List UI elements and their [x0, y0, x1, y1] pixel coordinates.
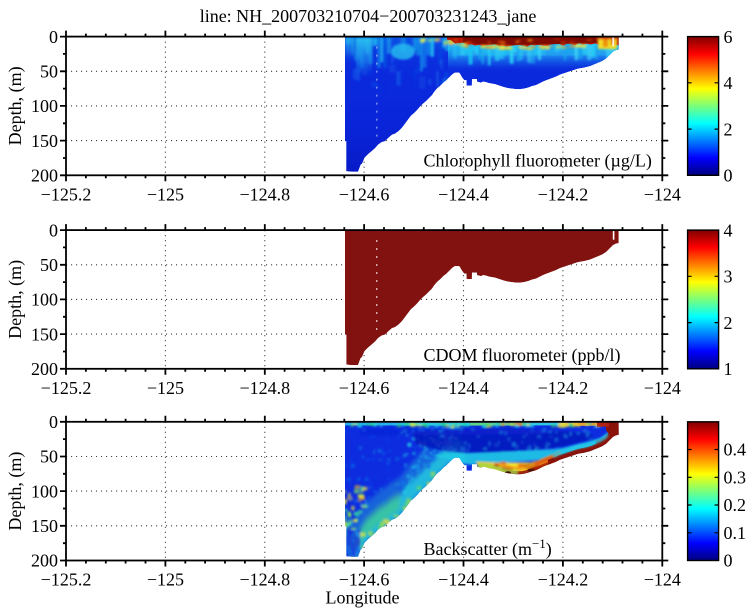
svg-text:200: 200	[31, 359, 58, 379]
svg-text:−124.2: −124.2	[538, 184, 589, 204]
svg-text:Depth, (m): Depth, (m)	[5, 66, 26, 145]
svg-text:−125.2: −125.2	[41, 570, 92, 590]
svg-text:0: 0	[49, 412, 58, 432]
svg-text:0: 0	[724, 551, 733, 571]
svg-text:Longitude: Longitude	[326, 588, 400, 608]
svg-text:100: 100	[31, 96, 58, 116]
svg-text:50: 50	[40, 447, 58, 467]
svg-text:50: 50	[40, 62, 58, 82]
svg-text:−124.8: −124.8	[239, 378, 290, 398]
svg-text:3: 3	[724, 267, 733, 287]
svg-text:Depth, (m): Depth, (m)	[5, 260, 26, 339]
svg-text:0.4: 0.4	[724, 440, 747, 460]
svg-text:−124.6: −124.6	[339, 378, 390, 398]
svg-text:−125.2: −125.2	[41, 378, 92, 398]
svg-text:−125: −125	[147, 184, 184, 204]
svg-text:−124: −124	[644, 184, 681, 204]
svg-text:2: 2	[724, 119, 733, 139]
svg-text:line: NH_200703210704−20070323: line: NH_200703210704−200703231243_jane	[200, 6, 537, 26]
svg-text:−124.2: −124.2	[538, 378, 589, 398]
svg-text:150: 150	[31, 324, 58, 344]
svg-text:−124: −124	[644, 378, 681, 398]
svg-text:1: 1	[724, 359, 733, 379]
svg-text:0: 0	[49, 220, 58, 240]
svg-text:0.2: 0.2	[724, 495, 747, 515]
svg-text:6: 6	[724, 27, 733, 47]
svg-text:4: 4	[724, 220, 733, 240]
svg-text:−125: −125	[147, 570, 184, 590]
svg-text:4: 4	[724, 73, 733, 93]
svg-text:−124.8: −124.8	[239, 570, 290, 590]
svg-text:50: 50	[40, 255, 58, 275]
svg-text:200: 200	[31, 166, 58, 186]
svg-text:0: 0	[724, 166, 733, 186]
svg-text:−124.4: −124.4	[438, 570, 489, 590]
svg-text:100: 100	[31, 481, 58, 501]
svg-text:Backscatter (m−1): Backscatter (m−1)	[424, 536, 552, 560]
svg-text:−124: −124	[644, 570, 681, 590]
svg-text:100: 100	[31, 290, 58, 310]
svg-text:200: 200	[31, 551, 58, 571]
svg-text:0: 0	[49, 27, 58, 47]
svg-text:0.3: 0.3	[724, 468, 747, 488]
svg-text:−125: −125	[147, 378, 184, 398]
svg-text:−124.8: −124.8	[239, 184, 290, 204]
svg-text:150: 150	[31, 131, 58, 151]
svg-text:−124.2: −124.2	[538, 570, 589, 590]
svg-text:Chlorophyll fluorometer (µg/L): Chlorophyll fluorometer (µg/L)	[424, 151, 652, 172]
svg-text:0.1: 0.1	[724, 523, 747, 543]
svg-text:150: 150	[31, 516, 58, 536]
svg-text:−124.4: −124.4	[438, 378, 489, 398]
svg-text:−125.2: −125.2	[41, 184, 92, 204]
svg-text:Depth, (m): Depth, (m)	[5, 452, 26, 531]
svg-text:−124.6: −124.6	[339, 184, 390, 204]
svg-text:2: 2	[724, 313, 733, 333]
svg-text:−124.6: −124.6	[339, 570, 390, 590]
svg-text:−124.4: −124.4	[438, 184, 489, 204]
svg-text:CDOM fluorometer (ppb/l): CDOM fluorometer (ppb/l)	[424, 345, 621, 366]
